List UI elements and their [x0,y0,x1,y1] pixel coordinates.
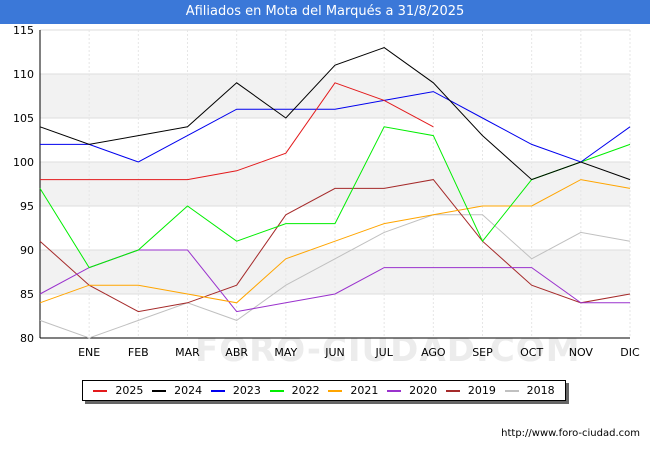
legend-item-2021: 2021 [328,384,378,397]
y-tick-label: 110 [13,68,34,81]
series-line-2018 [39,214,631,339]
x-tick-label: ABR [225,346,248,359]
legend: 2025 2024 2023 2022 2021 2020 2019 2018 [82,380,566,401]
y-tick-label: 95 [20,200,34,213]
legend-item-2023: 2023 [210,384,261,397]
legend-swatch [269,389,284,392]
legend-label: 2019 [467,384,496,397]
series-line-2025 [40,82,434,181]
y-tick-label: 100 [13,156,34,169]
x-tick-label: DIC [620,346,640,359]
x-tick-label: ENE [78,346,100,359]
legend-swatch [328,389,343,392]
x-tick-label: OCT [520,346,543,359]
legend-label: 2023 [232,384,261,397]
x-tick-label: JUN [324,346,345,359]
series-line-2024 [39,47,631,181]
chart-title: Afiliados en Mota del Marqués a 31/8/202… [0,0,650,24]
legend-label: 2018 [526,384,555,397]
legend-swatch [504,389,519,392]
legend-label: 2022 [291,384,320,397]
x-tick-label: MAY [274,346,297,359]
legend-item-2019: 2019 [445,384,496,397]
y-tick-label: 105 [13,112,34,125]
legend-item-2020: 2020 [387,384,437,397]
series-line-2023 [40,91,631,163]
legend-swatch [387,389,402,392]
x-tick-label: AGO [421,346,446,359]
y-tick-label: 80 [20,332,34,345]
y-tick-label: 115 [13,24,34,37]
x-tick-label: NOV [569,346,594,359]
series-line-2021 [39,179,631,304]
legend-label: 2021 [350,384,379,397]
legend-swatch [445,389,460,392]
x-tick-label: SEP [472,346,493,359]
legend-item-2022: 2022 [269,384,320,397]
y-tick-label: 85 [20,288,34,301]
legend-item-2025: 2025 [93,384,143,397]
legend-label: 2020 [409,384,438,397]
source-url[interactable]: http://www.foro-ciudad.com [501,428,640,439]
legend-label: 2024 [174,384,203,397]
legend-item-2018: 2018 [504,384,555,397]
x-tick-label: MAR [175,346,200,359]
series-line-2019 [39,179,631,313]
legend-swatch [152,389,167,392]
x-tick-label: JUL [374,346,393,359]
legend-item-2024: 2024 [152,384,202,397]
legend-label: 2025 [115,384,144,397]
legend-swatch [210,389,225,392]
y-tick-label: 90 [20,244,34,257]
legend-swatch [93,389,108,392]
x-tick-label: FEB [128,346,149,359]
